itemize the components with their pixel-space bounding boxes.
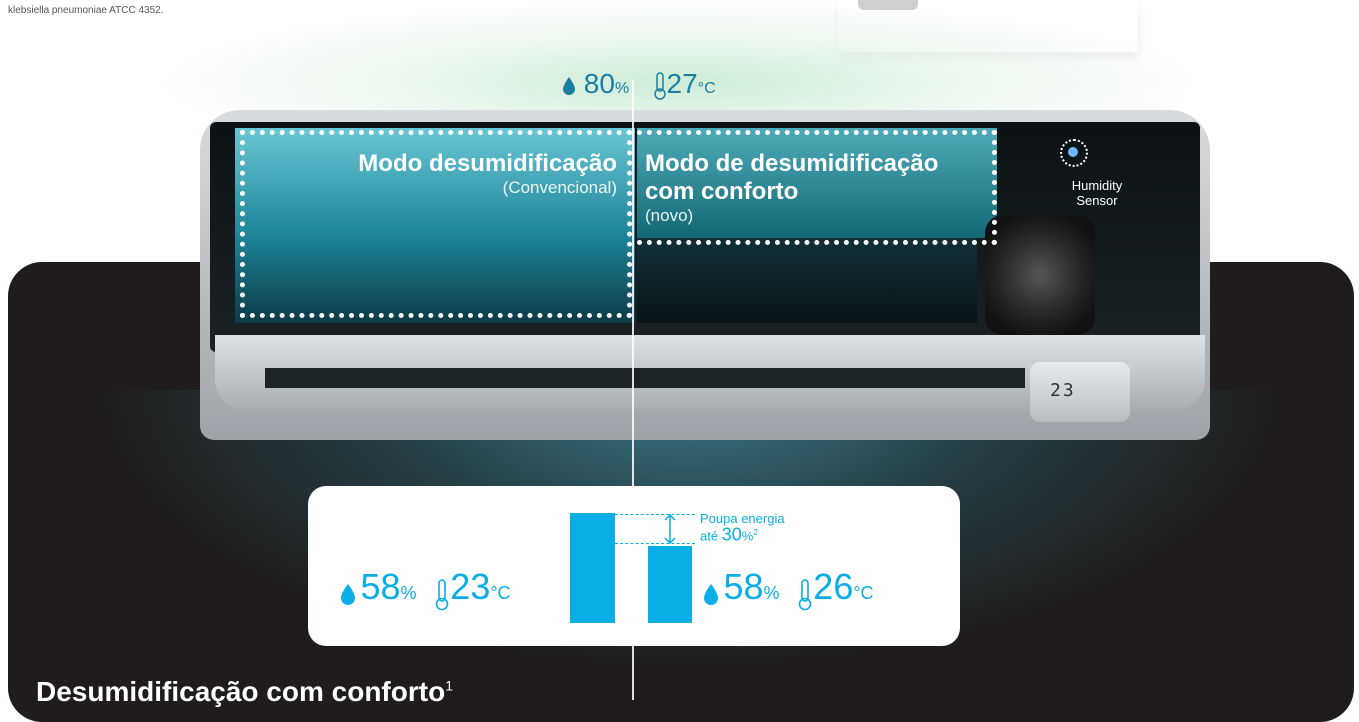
ac-display-panel xyxy=(1030,362,1130,422)
right-temperature: 26 xyxy=(813,566,854,607)
left-temperature: 23 xyxy=(450,566,491,607)
ac-display-value: 23 xyxy=(1050,380,1076,401)
left-reading: 58% 23°C xyxy=(340,566,511,611)
sensor-label-line2: Sensor xyxy=(1076,193,1118,208)
right-temperature-unit: °C xyxy=(853,583,874,603)
header-temperature-unit: °C xyxy=(697,80,716,97)
thermometer-icon xyxy=(653,68,667,100)
coil-section xyxy=(637,238,977,323)
comfort-zone-outline xyxy=(637,130,997,245)
humidity-sensor-label: Humidity Sensor xyxy=(1062,178,1132,208)
conventional-mode-title: Modo desumidificação xyxy=(358,150,617,177)
comfort-mode-subtitle: (novo) xyxy=(645,206,694,225)
bottom-title-text: Desumidificação com conforto xyxy=(36,676,446,707)
top-guide-line xyxy=(615,514,695,515)
louver-slot xyxy=(265,368,1025,388)
right-humidity-unit: % xyxy=(763,583,780,603)
saving-note: Poupa energia até 30%2 xyxy=(700,511,785,545)
saving-note-line1: Poupa energia xyxy=(700,511,785,526)
conventional-mode-subtitle: (Convencional) xyxy=(502,178,617,197)
sensor-label-line1: Humidity xyxy=(1071,178,1123,193)
right-reading: 58% 26°C xyxy=(703,566,874,611)
comfort-energy-bar xyxy=(648,546,692,623)
header-humidity: 80 xyxy=(583,68,615,99)
comfort-mode-label: Modo de desumidificação com conforto (no… xyxy=(645,150,938,226)
conventional-mode-label: Modo desumidificação (Convencional) xyxy=(312,150,617,198)
droplet-icon xyxy=(703,583,719,605)
header-temperature: 27 xyxy=(666,68,698,99)
humidity-sensor-icon xyxy=(1060,139,1088,167)
conventional-zone xyxy=(235,128,635,323)
bottom-title-footnote: 1 xyxy=(445,677,453,694)
saving-note-unit: % xyxy=(741,528,754,544)
top-note: klebsiella pneumoniae ATCC 4352. xyxy=(8,5,164,16)
right-humidity: 58 xyxy=(723,566,764,607)
sensor-dot xyxy=(1068,147,1078,157)
bottom-guide-line xyxy=(615,543,695,544)
droplet-icon xyxy=(340,583,356,605)
comparison-card xyxy=(308,486,960,646)
thermometer-icon xyxy=(797,578,813,611)
left-temperature-unit: °C xyxy=(490,583,511,603)
fan-motor xyxy=(985,215,1095,335)
droplet-icon xyxy=(562,68,576,99)
comfort-zone xyxy=(637,128,997,238)
conventional-zone-outline xyxy=(240,130,632,318)
header-reading: 80% 27°C xyxy=(562,68,716,100)
comparison-divider xyxy=(632,80,634,700)
saving-note-value: 30 xyxy=(721,524,742,545)
comfort-mode-title-line2: com conforto xyxy=(645,178,799,205)
header-humidity-unit: % xyxy=(614,80,630,97)
saving-note-footnote: 2 xyxy=(753,528,758,537)
thermometer-icon xyxy=(434,578,450,611)
saving-note-prefix: até xyxy=(700,528,719,544)
bottom-title: Desumidificação com conforto1 xyxy=(36,676,453,708)
saving-arrow-icon xyxy=(663,513,677,550)
conventional-energy-bar xyxy=(570,513,615,623)
left-humidity: 58 xyxy=(360,566,401,607)
left-humidity-unit: % xyxy=(400,583,417,603)
comfort-mode-title-line1: Modo de desumidificação xyxy=(645,150,939,177)
